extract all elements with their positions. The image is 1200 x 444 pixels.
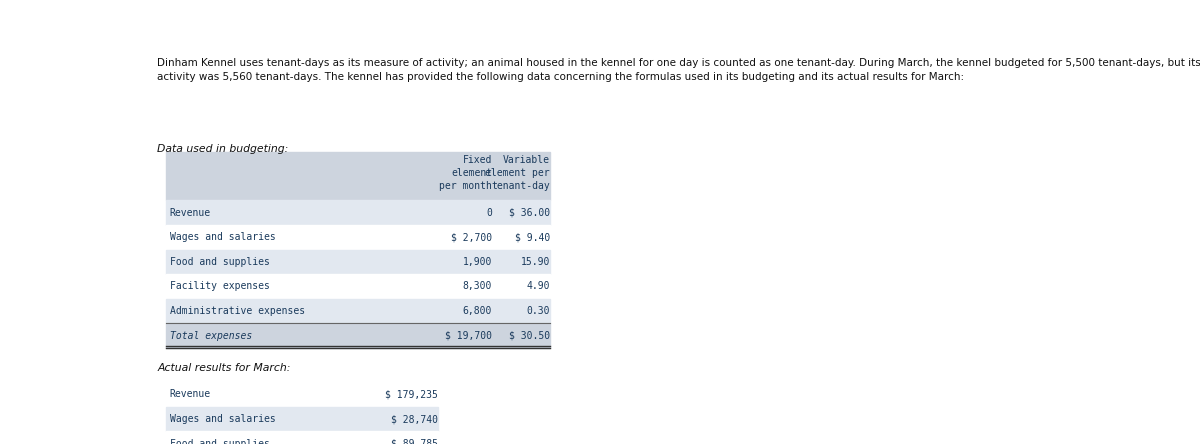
Text: Total expenses: Total expenses bbox=[169, 331, 252, 341]
Text: 8,300: 8,300 bbox=[463, 281, 492, 291]
Bar bbox=[166, 382, 438, 407]
Text: $ 30.50: $ 30.50 bbox=[509, 331, 550, 341]
Text: Revenue: Revenue bbox=[169, 389, 211, 400]
Text: $ 89,785: $ 89,785 bbox=[391, 439, 438, 444]
Text: Dinham Kennel uses tenant-days as its measure of activity; an animal housed in t: Dinham Kennel uses tenant-days as its me… bbox=[157, 59, 1200, 83]
Bar bbox=[166, 299, 550, 323]
Bar bbox=[166, 407, 438, 432]
Bar bbox=[166, 225, 550, 250]
Text: Data used in budgeting:: Data used in budgeting: bbox=[157, 144, 289, 154]
Text: $ 19,700: $ 19,700 bbox=[445, 331, 492, 341]
Text: 0.30: 0.30 bbox=[527, 306, 550, 316]
Text: Food and supplies: Food and supplies bbox=[169, 257, 270, 267]
Text: $ 28,740: $ 28,740 bbox=[391, 414, 438, 424]
Text: Facility expenses: Facility expenses bbox=[169, 281, 270, 291]
Text: Variable
element per
tenant-day: Variable element per tenant-day bbox=[485, 155, 550, 191]
Text: $ 36.00: $ 36.00 bbox=[509, 208, 550, 218]
Text: Administrative expenses: Administrative expenses bbox=[169, 306, 305, 316]
Text: 4.90: 4.90 bbox=[527, 281, 550, 291]
Bar bbox=[166, 274, 550, 299]
Text: Fixed
element
per month: Fixed element per month bbox=[439, 155, 492, 191]
Bar bbox=[166, 432, 438, 444]
Text: Wages and salaries: Wages and salaries bbox=[169, 232, 275, 242]
Text: Food and supplies: Food and supplies bbox=[169, 439, 270, 444]
Text: Wages and salaries: Wages and salaries bbox=[169, 414, 275, 424]
Text: 15.90: 15.90 bbox=[521, 257, 550, 267]
Text: $ 9.40: $ 9.40 bbox=[515, 232, 550, 242]
Text: Revenue: Revenue bbox=[169, 208, 211, 218]
Bar bbox=[166, 323, 550, 348]
Text: 1,900: 1,900 bbox=[463, 257, 492, 267]
Text: $ 2,700: $ 2,700 bbox=[451, 232, 492, 242]
Text: 6,800: 6,800 bbox=[463, 306, 492, 316]
Text: $ 179,235: $ 179,235 bbox=[385, 389, 438, 400]
Bar bbox=[166, 250, 550, 274]
Bar bbox=[166, 200, 550, 225]
Text: Actual results for March:: Actual results for March: bbox=[157, 363, 290, 373]
Text: 0: 0 bbox=[486, 208, 492, 218]
